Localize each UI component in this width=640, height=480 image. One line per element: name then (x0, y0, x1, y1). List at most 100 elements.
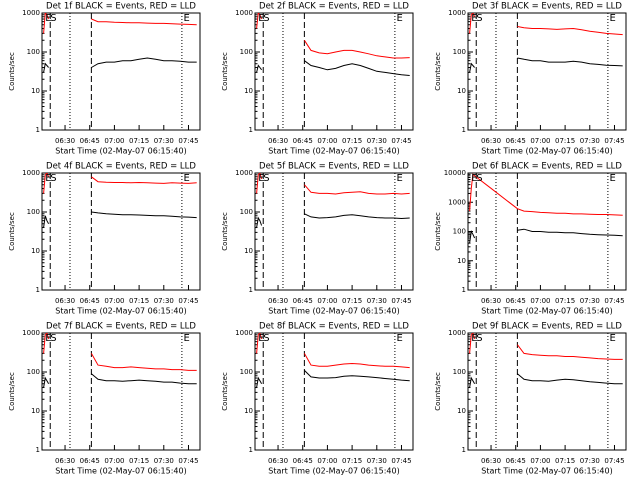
x-tick-label: 06:30 (481, 457, 501, 465)
y-axis-label: Counts/sec (434, 212, 442, 251)
x-tick-label: 07:15 (342, 297, 362, 305)
y-axis-label: Counts/sec (434, 372, 442, 411)
x-tick-label: 07:30 (367, 297, 387, 305)
x-axis-label: Start Time (02-May-07 06:15:40) (268, 307, 399, 316)
x-tick-label: 07:30 (580, 457, 600, 465)
plot-area (43, 333, 197, 450)
y-axis-label: Counts/sec (8, 52, 16, 91)
x-tick-label: 07:00 (317, 457, 337, 465)
y-axis-label: Counts/sec (221, 212, 229, 251)
chart-title: Det 5f BLACK = Events, RED = LLD (259, 162, 409, 172)
y-tick-label: 100 (453, 48, 466, 56)
y-tick-label: 100 (240, 368, 253, 376)
x-tick-label: 07:30 (367, 137, 387, 145)
x-tick-label: 06:30 (268, 457, 288, 465)
series-line (256, 60, 410, 76)
annotation: E (45, 173, 51, 184)
y-tick-label: 10 (457, 257, 466, 265)
x-tick-label: 06:45 (506, 297, 526, 305)
x-tick-label: 07:45 (604, 297, 624, 305)
plot-frame (41, 12, 201, 131)
x-tick-label: 07:15 (555, 297, 575, 305)
series-line (43, 13, 197, 34)
chart-title: Det 2f BLACK = Events, RED = LLD (259, 2, 409, 12)
y-tick-label: 1000 (448, 198, 466, 206)
x-tick-label: 07:45 (178, 297, 198, 305)
x-tick-label: 07:00 (530, 137, 550, 145)
x-axis-label: Start Time (02-May-07 06:15:40) (55, 307, 186, 316)
panel: Det 2f BLACK = Events, RED = LLD Start Ti… (221, 2, 414, 156)
chart-title: Det 6f BLACK = Events, RED = LLD (472, 162, 622, 172)
plot-frame (254, 332, 414, 451)
x-tick-label: 07:45 (391, 137, 411, 145)
y-tick-label: 10000 (444, 169, 466, 177)
plot-frame (41, 332, 201, 451)
chart-title: Det 1f BLACK = Events, RED = LLD (46, 2, 196, 12)
annotation: E (471, 13, 477, 24)
x-tick-label: 07:15 (129, 457, 149, 465)
plot-area (469, 13, 623, 130)
annotation: S (50, 13, 56, 24)
x-tick-label: 07:30 (154, 297, 174, 305)
x-tick-label: 07:15 (342, 137, 362, 145)
y-tick-label: 10 (244, 87, 253, 95)
plot-frame (467, 172, 627, 291)
plot-frame (467, 12, 627, 131)
x-tick-label: 07:00 (530, 457, 550, 465)
y-tick-label: 10 (31, 247, 40, 255)
series-line (43, 57, 197, 73)
y-tick-label: 1000 (22, 169, 40, 177)
panel: Det 6f BLACK = Events, RED = LLD Start Ti… (434, 162, 627, 316)
x-tick-label: 07:00 (104, 137, 124, 145)
x-tick-label: 07:00 (104, 297, 124, 305)
y-tick-label: 1 (249, 126, 253, 134)
y-axis-label: Counts/sec (8, 372, 16, 411)
annotation: E (397, 13, 403, 24)
x-tick-label: 06:45 (293, 297, 313, 305)
panel: Det 9f BLACK = Events, RED = LLD Start Ti… (434, 322, 627, 476)
annotation: E (45, 333, 51, 344)
x-axis-label: Start Time (02-May-07 06:15:40) (481, 467, 612, 476)
x-tick-label: 06:45 (80, 297, 100, 305)
y-tick-label: 1 (36, 286, 40, 294)
series-line (256, 173, 410, 195)
panel: Det 3f BLACK = Events, RED = LLD Start Ti… (434, 2, 627, 156)
x-tick-label: 07:15 (129, 297, 149, 305)
y-tick-label: 100 (27, 208, 40, 216)
plot-area (43, 173, 197, 290)
x-tick-label: 06:30 (268, 297, 288, 305)
x-tick-label: 07:30 (580, 297, 600, 305)
x-tick-label: 06:30 (268, 137, 288, 145)
x-tick-label: 06:45 (293, 457, 313, 465)
panel: Det 4f BLACK = Events, RED = LLD Start Ti… (8, 162, 201, 316)
y-tick-label: 1 (462, 126, 466, 134)
x-tick-label: 07:30 (154, 457, 174, 465)
panel: Det 7f BLACK = Events, RED = LLD Start Ti… (8, 322, 201, 476)
annotation: E (397, 173, 403, 184)
series-line (43, 211, 197, 228)
y-tick-label: 10 (31, 87, 40, 95)
y-axis-label: Counts/sec (221, 52, 229, 91)
annotation: E (610, 173, 616, 184)
annotation: S (476, 333, 482, 344)
x-axis-label: Start Time (02-May-07 06:15:40) (268, 467, 399, 476)
chart-title: Det 3f BLACK = Events, RED = LLD (472, 2, 622, 12)
y-tick-label: 1 (36, 126, 40, 134)
y-axis-label: Counts/sec (434, 52, 442, 91)
series-line (469, 173, 623, 216)
panel: Det 5f BLACK = Events, RED = LLD Start Ti… (221, 162, 414, 316)
y-tick-label: 10 (457, 87, 466, 95)
x-axis-label: Start Time (02-May-07 06:15:40) (55, 147, 186, 156)
series-line (43, 373, 197, 388)
y-tick-label: 1000 (448, 329, 466, 337)
x-tick-label: 07:00 (317, 297, 337, 305)
chart-title: Det 7f BLACK = Events, RED = LLD (46, 322, 196, 332)
x-tick-label: 07:45 (604, 457, 624, 465)
x-axis-label: Start Time (02-May-07 06:15:40) (55, 467, 186, 476)
annotation: E (471, 333, 477, 344)
y-tick-label: 1000 (22, 9, 40, 17)
annotation: E (184, 333, 190, 344)
y-axis-label: Counts/sec (221, 372, 229, 411)
panel: Det 8f BLACK = Events, RED = LLD Start Ti… (221, 322, 414, 476)
x-tick-label: 07:45 (391, 297, 411, 305)
